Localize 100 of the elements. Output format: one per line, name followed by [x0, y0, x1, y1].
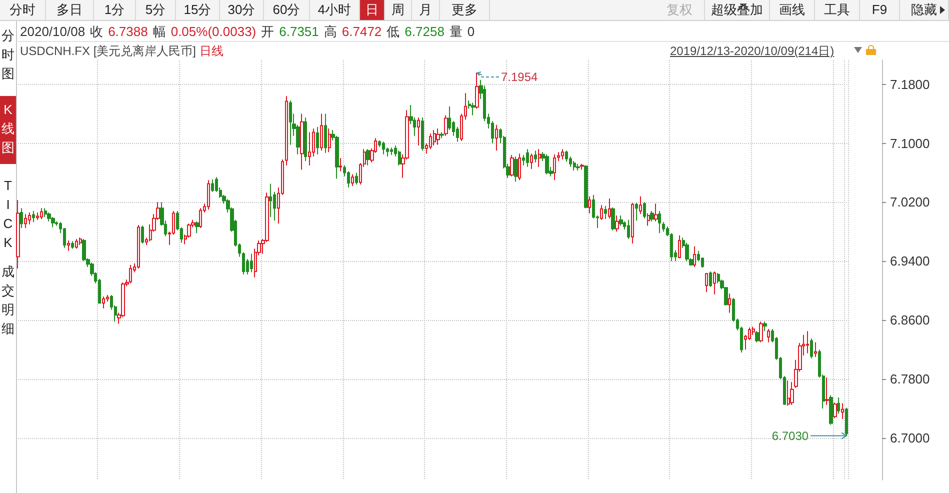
- candlestick: [440, 132, 444, 139]
- candlestick: [242, 252, 245, 275]
- candlestick: [250, 253, 253, 273]
- y-tick-label: 7.1800: [890, 76, 930, 92]
- candlestick: [526, 148, 529, 168]
- candlestick: [611, 206, 615, 231]
- candlestick: [320, 113, 323, 152]
- candlestick: [759, 321, 763, 343]
- candlestick: [79, 237, 82, 246]
- text: 日: [360, 0, 385, 20]
- candlestick: [67, 240, 70, 252]
- candlestick: [810, 338, 813, 359]
- candlestick: [631, 202, 634, 244]
- candlestick: [382, 141, 385, 155]
- candlestick: [825, 377, 829, 406]
- candlestick: [421, 116, 424, 152]
- candlestick: [366, 148, 370, 166]
- text: 4小时: [310, 0, 360, 20]
- candlestick: [561, 148, 564, 160]
- candlestick: [615, 214, 619, 232]
- candlestick: [627, 219, 630, 240]
- candlestick: [195, 220, 199, 234]
- candlestick: [573, 160, 576, 172]
- candlestick: [471, 102, 475, 116]
- candlestick: [75, 238, 78, 250]
- candlestick: [787, 380, 790, 406]
- candlestick: [36, 212, 39, 220]
- candlestick: [709, 270, 712, 288]
- candlestick: [289, 100, 292, 146]
- candlestick: [300, 113, 304, 170]
- candlestick: [417, 116, 420, 146]
- candlestick: [693, 246, 696, 268]
- candlestick: [355, 172, 358, 186]
- text: 5分: [136, 0, 176, 20]
- candlestick: [576, 163, 580, 172]
- chart-title: USDCNH.FX [美元兑离岸人民币]: [20, 44, 196, 58]
- candlestick: [328, 128, 331, 153]
- text: TICK: [2, 177, 14, 252]
- y-tick-label: 6.8600: [890, 312, 930, 328]
- candlestick: [351, 174, 354, 186]
- text: 2019/12/13-2020/10/09(214日): [670, 43, 834, 60]
- text: 工具: [815, 0, 860, 20]
- candlestick: [845, 407, 848, 436]
- y-tick-label: 6.9400: [890, 254, 930, 269]
- candlestick: [530, 153, 533, 170]
- candlestick: [71, 240, 74, 250]
- text: 超级叠加: [705, 0, 770, 20]
- candlestick: [207, 180, 210, 210]
- candlestick: [40, 208, 43, 220]
- candlestick: [444, 114, 448, 136]
- candlestick: [316, 126, 319, 155]
- candlestick: [129, 264, 132, 284]
- candlestick: [790, 382, 794, 406]
- candlestick: [390, 147, 393, 156]
- candlestick: [510, 154, 514, 177]
- chart-subtitle: 日线: [199, 44, 224, 58]
- candlestick: [755, 330, 759, 343]
- text: 60分: [264, 0, 310, 20]
- candlestick: [429, 133, 432, 150]
- candlestick: [588, 196, 591, 214]
- candlestick: [24, 214, 27, 228]
- candlestick: [285, 96, 288, 166]
- candlestick: [604, 205, 607, 220]
- candlestick: [28, 212, 31, 225]
- candlestick: [44, 208, 47, 218]
- candlestick: [705, 272, 708, 293]
- candlestick: [806, 330, 809, 354]
- y-tick-label: 6.7800: [890, 372, 930, 387]
- candlestick: [475, 72, 479, 110]
- y-tick-label: 6.7000: [890, 430, 930, 446]
- candlestick: [833, 402, 837, 419]
- candlestick: [199, 208, 202, 228]
- text: 1分: [94, 0, 136, 20]
- text: 隐藏: [900, 0, 949, 20]
- candlestick: [814, 342, 817, 358]
- candlestick: [600, 204, 603, 220]
- annotation: 6.7030: [772, 428, 809, 443]
- candlestick: [137, 224, 140, 270]
- candlestick: [339, 158, 342, 172]
- candlestick: [829, 394, 833, 426]
- candlestick: [514, 156, 518, 182]
- candlestick: [20, 208, 23, 228]
- candlestick: [51, 216, 55, 228]
- text: 周: [385, 0, 412, 20]
- candlestick: [650, 210, 654, 222]
- candlestick: [545, 154, 549, 175]
- candlestick: [495, 124, 498, 152]
- candlestick: [269, 183, 272, 218]
- text: 30分: [220, 0, 264, 20]
- text: 复权: [655, 0, 705, 20]
- candlestick: [324, 113, 327, 154]
- candlestick: [647, 212, 650, 226]
- candlestick: [211, 178, 214, 192]
- candlestick: [32, 210, 35, 223]
- candlestick: [308, 132, 311, 166]
- candlestick: [841, 402, 844, 420]
- y-tick-label: 7.1000: [890, 136, 930, 151]
- candlestick: [678, 234, 681, 259]
- candlestick: [635, 202, 638, 222]
- candlestick: [584, 164, 588, 209]
